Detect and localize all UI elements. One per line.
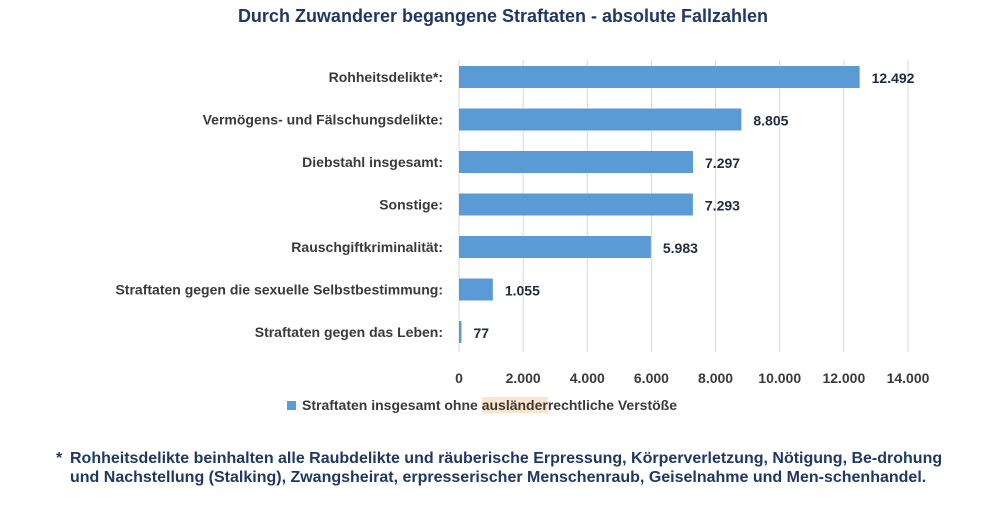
data-label: 77 [473, 325, 489, 341]
x-tick-label: 4.000 [570, 370, 605, 386]
footnote-text: Rohheitsdelikte beinhalten alle Raubdeli… [70, 450, 943, 486]
x-tick-label: 0 [455, 370, 463, 386]
category-label: Rauschgiftkriminalität: [291, 239, 443, 255]
chart-title: Durch Zuwanderer begangene Straftaten - … [237, 6, 769, 26]
legend-text-highlight: ausländer [481, 397, 548, 413]
bar [459, 66, 860, 88]
legend-text-before: Straftaten insgesamt ohne [302, 397, 482, 413]
bar [459, 193, 693, 216]
data-label: 7.293 [705, 198, 740, 214]
x-tick-label: 2.000 [506, 370, 541, 386]
data-label: 8.805 [753, 113, 788, 129]
legend: Straftaten insgesamt ohne ausländerrecht… [287, 397, 677, 413]
footnote-marker: * [56, 450, 63, 467]
footnote: * Rohheitsdelikte beinhalten alle Raubde… [56, 449, 961, 487]
legend-swatch [287, 400, 296, 410]
category-label: Rohheitsdelikte*: [329, 69, 443, 85]
bar [459, 151, 694, 173]
x-tick-label: 12.000 [822, 370, 865, 386]
category-label: Straftaten gegen das Leben: [255, 324, 443, 340]
x-tick-label: 8.000 [698, 370, 733, 386]
legend-text-after: rechtliche Verstöße [547, 397, 678, 413]
data-label: 7.297 [705, 155, 740, 171]
data-label: 5.983 [663, 240, 698, 256]
x-tick-label: 6.000 [634, 370, 669, 386]
data-label: 12.492 [872, 70, 915, 86]
bar [459, 108, 742, 131]
data-label: 1.055 [505, 283, 540, 299]
category-label: Diebstahl insgesamt: [302, 154, 443, 170]
bar [459, 236, 651, 258]
bar [459, 321, 462, 343]
bar [459, 278, 493, 301]
bars [459, 66, 860, 343]
category-label: Straftaten gegen die sexuelle Selbstbest… [115, 282, 443, 298]
x-tick-label: 14.000 [887, 370, 930, 386]
category-label: Vermögens- und Fälschungsdelikte: [203, 112, 443, 128]
category-label: Sonstige: [379, 197, 443, 213]
labels: 0 2.000 4.000 6.000 8.000 10.000 12.000 14.000 R… [115, 69, 929, 386]
legend-label: Straftaten insgesamt ohne ausländerrecht… [302, 397, 677, 413]
x-tick-label: 10.000 [758, 370, 801, 386]
